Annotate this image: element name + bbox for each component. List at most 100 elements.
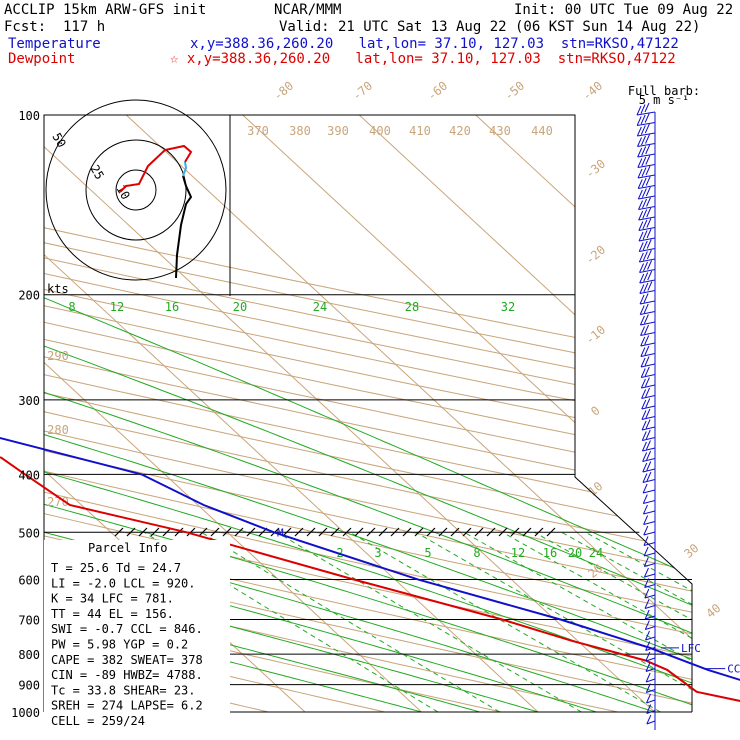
wind-barb-flag [642,494,648,504]
wind-barb-flag [645,419,651,429]
parcel-info-title: Parcel Info [88,541,167,555]
hatch-mark [330,527,340,537]
hatch-mark [414,527,424,537]
wind-barb-shaft [642,489,656,494]
wind-barb-flag [645,651,651,662]
wind-barb-flag [644,123,650,134]
dry-adiabat-label: 280 [47,423,69,437]
hatch-mark [342,527,352,537]
isotherm-tick-label: -30 [583,157,609,182]
wind-barb-flag [636,116,642,126]
isotherm-tick-label: 30 [681,541,701,561]
wind-barb-flag [645,186,651,197]
wind-barb-shaft [638,237,656,242]
isotherm-line [358,115,692,712]
wind-barb-shaft [637,153,656,158]
wind-barb-flag [642,504,648,515]
mixing-ratio-label: 20 [233,300,247,314]
mixing-ratio-label: 8 [68,300,75,314]
wind-barb-flag [644,620,650,630]
wind-barb-flag [646,249,652,260]
hodograph-trace-lower [175,175,193,279]
wind-barb-shaft [637,122,656,126]
level-marker-label: CCL [727,663,740,676]
wind-barb-flag [641,177,647,188]
isotherm-tick-label: -50 [502,79,528,104]
wind-barb-flag [641,420,647,431]
wind-barb-flag [645,387,651,398]
mixing-ratio-line [561,531,692,712]
wind-barb-shaft [644,552,656,557]
wind-barb-shaft [638,227,656,231]
wind-barb-shaft [645,657,656,662]
hatch-mark [114,527,124,537]
wind-barb-flag [644,599,650,609]
dry-adiabat-label: 290 [47,349,69,363]
parcel-info-row: TT = 44 EL = 156. [51,607,174,621]
wind-barb-shaft [646,720,656,725]
wind-barb-shaft [643,521,656,525]
pressure-tick-label: 500 [18,526,40,540]
isotherm-line [44,115,422,712]
wind-barb-flag [646,218,652,228]
wind-barb-flag [643,293,649,303]
init-time: Init: 00 UTC Tue 09 Aug 22 [514,2,734,18]
chart-grid-labels: -80 -70 -60 -50 -40 -30 -20 -10 0 10 20 30 40 370 380 3… [47,79,723,621]
dry-adiabat-line [44,115,692,712]
wind-barb-shaft [638,195,656,200]
isotherm-tick-label: -80 [271,79,297,104]
moist-adiabat-line [44,294,422,712]
mixing-ratio-label: 16 [543,546,557,560]
wind-barb-shaft [639,248,656,252]
wind-barb-flag [644,567,649,578]
wind-barb-flag [637,147,643,158]
wind-barb-shaft [637,164,656,168]
pressure-tick-label: 400 [18,468,40,482]
hodograph-trace-upper [119,144,193,193]
hodograph-units-label: kts [47,282,69,296]
wind-barb-flag [639,273,645,284]
wind-barb-shaft [645,668,656,672]
wind-barb-flag [639,294,645,305]
wind-barb-flag [645,683,651,693]
wind-barb-flag [643,515,649,525]
barb-legend-label: Full barb: [628,84,700,98]
mixing-ratio-label: 3 [374,546,381,560]
wind-barb-flag [642,198,647,209]
wind-barb-flag [637,189,643,200]
wind-barb-flag [641,410,647,420]
parcel-info-row: SREH = 274 LAPSE= 6.2 [51,699,203,713]
dry-adiabat-line [44,115,692,712]
pressure-tick-label: 100 [18,109,40,123]
dry-adiabat-line [44,115,692,712]
wind-barb-shaft [644,584,656,588]
wind-barb-flag [644,578,650,588]
mixing-ratio-line [534,531,692,712]
isotherm-tick-label: -10 [583,323,609,348]
pressure-axis: 100 200 300 400 500 600 700 800 900 1000 [11,109,40,720]
wind-barb-flag [642,473,648,483]
wind-barb-flag [640,125,646,135]
wind-barb-flag [641,431,647,441]
wind-barb-shaft [639,279,656,284]
hatch-mark [546,527,556,537]
dewpoint-legend-label: Dewpoint [8,51,76,67]
wind-barb-shaft [641,405,656,410]
wind-barb-flag [642,230,648,240]
wind-barb-flag [642,251,648,261]
wind-barb-flag [643,525,649,536]
pressure-tick-label: 600 [18,574,40,588]
wind-barb-shaft [639,290,656,294]
wind-barb-shaft [641,374,656,378]
hatch-mark [378,527,388,537]
wind-barb-shaft [643,531,656,536]
wind-barb-flag [641,399,647,410]
temperature-location: x,y=388.36,260.20 lat,lon= 37.10, 127.03… [190,36,679,52]
isotherm-tick-label: -60 [425,79,451,104]
wind-barb-shaft [646,689,656,693]
level-marker-label: M [277,526,284,539]
mixing-ratio-label: 20 [568,546,582,560]
mixing-ratio-label: 12 [511,546,525,560]
parcel-info-row: CIN = -89 HWBZ= 4788. [51,668,203,682]
